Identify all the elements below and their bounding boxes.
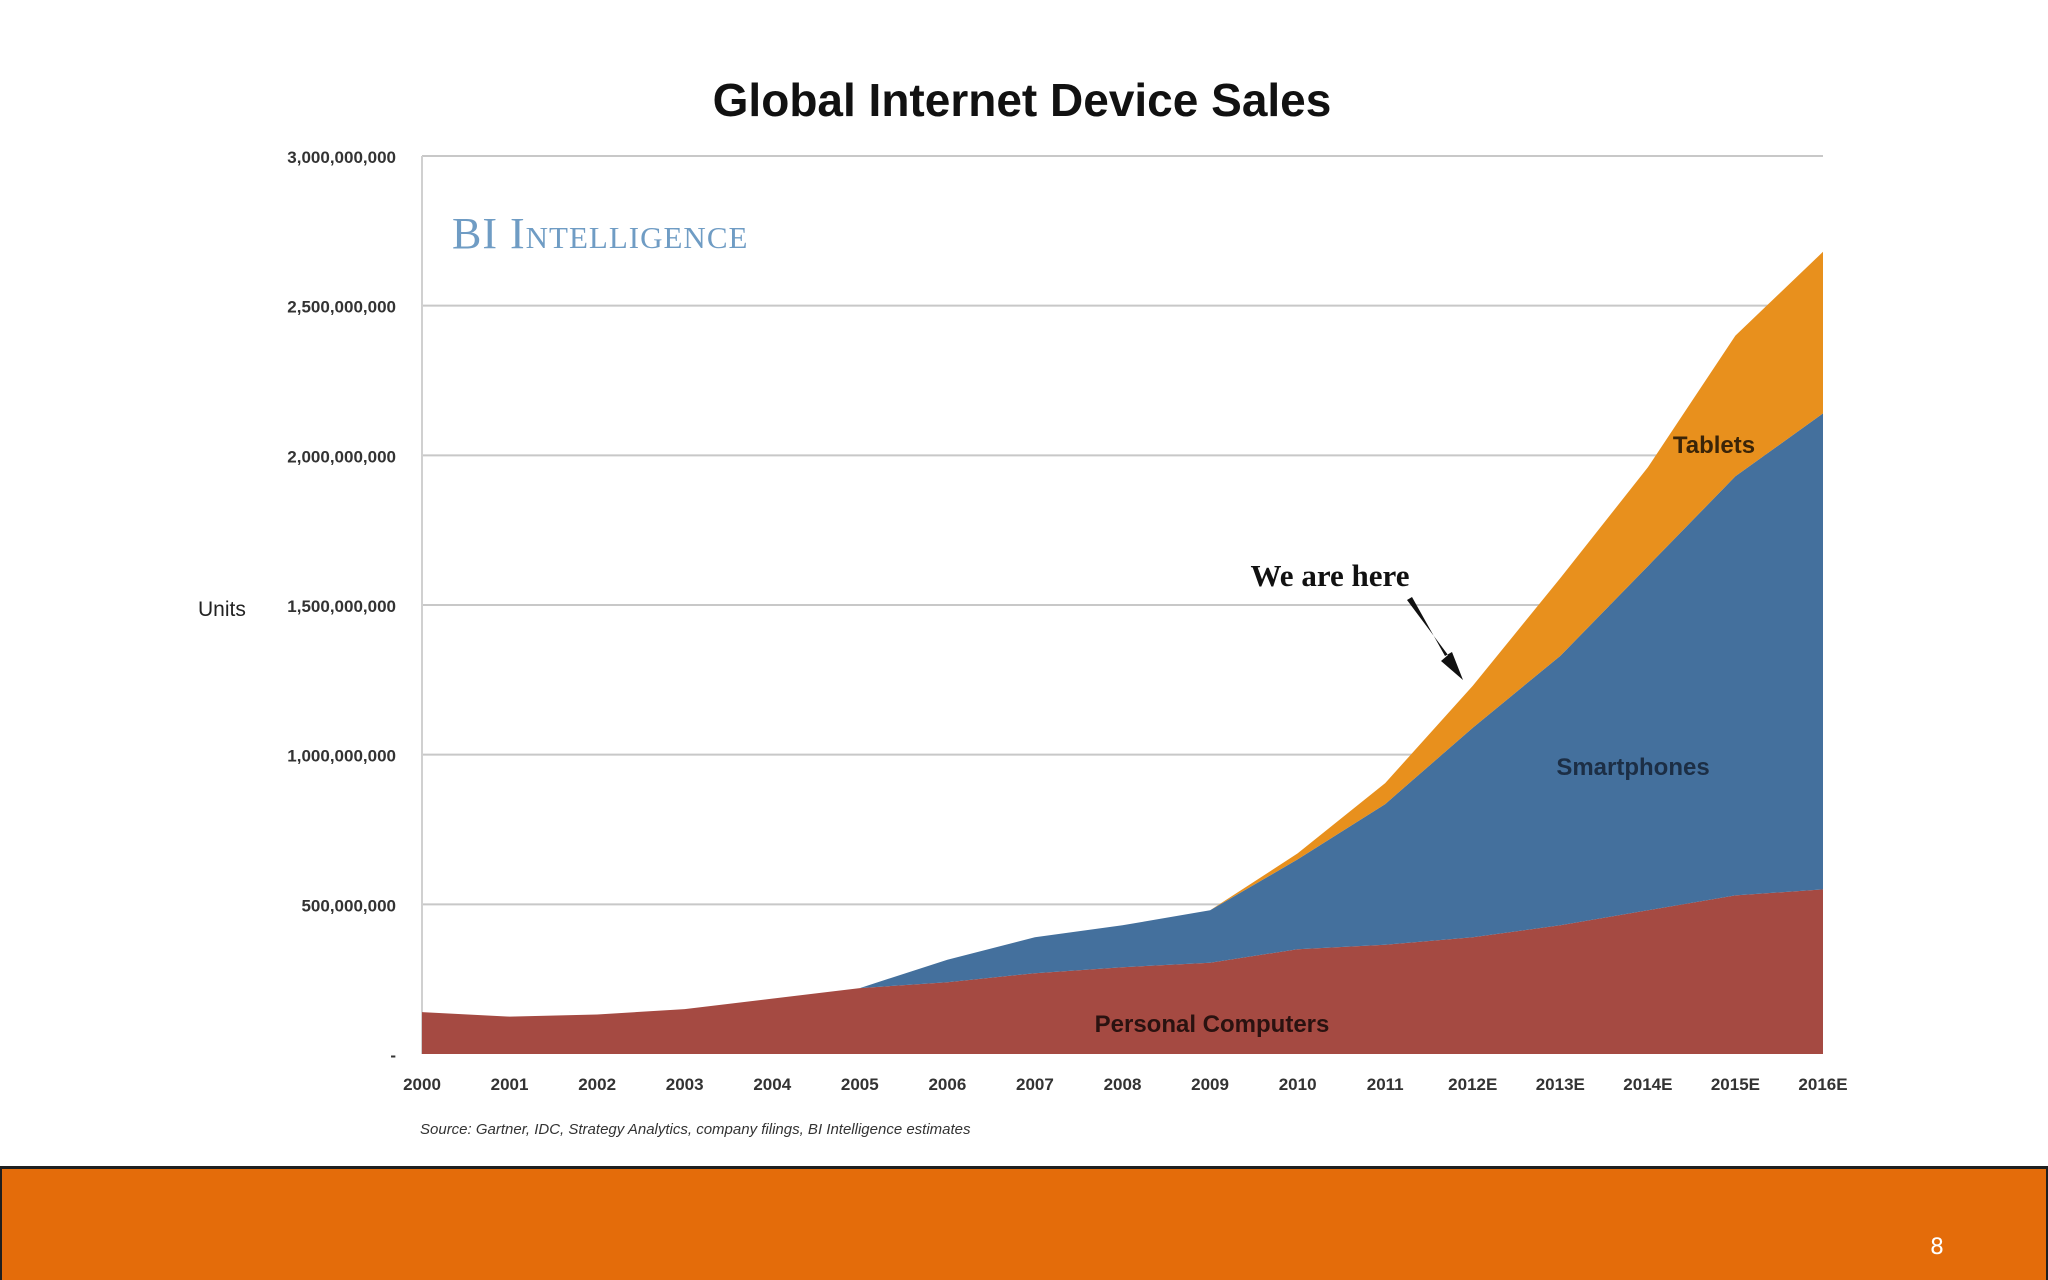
y-tick-label: 1,500,000,000 [287, 597, 396, 616]
series-labels: Personal Computers Smartphones Tablets [1095, 432, 1755, 1038]
x-tick-label: 2005 [841, 1075, 879, 1094]
y-tick-labels: - 500,000,000 1,000,000,000 1,500,000,000 2,… [287, 148, 396, 1065]
x-tick-label: 2004 [753, 1075, 791, 1094]
x-tick-label: 2006 [928, 1075, 966, 1094]
area-personal-computers [422, 889, 1823, 1054]
y-tick-label: 500,000,000 [301, 896, 396, 915]
grid-layer [421, 155, 1823, 1054]
x-tick-label: 2003 [666, 1075, 704, 1094]
x-tick-label: 2015E [1711, 1075, 1760, 1094]
x-tick-label: 2007 [1016, 1075, 1054, 1094]
annotation-text: We are here [1251, 558, 1410, 593]
annotation-arrow [1407, 597, 1463, 680]
area-chart: Global Internet Device Sales BI Intellig… [198, 74, 1848, 1138]
y-tick-label: - [390, 1046, 396, 1065]
series-label: Personal Computers [1095, 1011, 1330, 1038]
x-tick-label: 2014E [1623, 1075, 1672, 1094]
watermark-logo: BI Intelligence [452, 209, 748, 258]
y-tick-label: 3,000,000,000 [287, 148, 396, 167]
x-tick-label: 2010 [1279, 1075, 1317, 1094]
y-tick-label: 2,500,000,000 [287, 298, 396, 317]
x-tick-label: 2011 [1367, 1075, 1404, 1094]
x-tick-label: 2009 [1191, 1075, 1229, 1094]
x-tick-label: 2016E [1798, 1075, 1847, 1094]
page-number: 8 [1930, 1235, 1944, 1260]
area-tablets [422, 251, 1823, 1017]
series-label: Smartphones [1556, 754, 1709, 781]
chart-title: Global Internet Device Sales [713, 74, 1332, 126]
x-tick-label: 2001 [491, 1075, 529, 1094]
x-tick-label: 2012E [1448, 1075, 1497, 1094]
x-tick-label: 2002 [578, 1075, 616, 1094]
x-tick-label: 2013E [1536, 1075, 1585, 1094]
x-tick-label: 2000 [403, 1075, 441, 1094]
source-note: Source: Gartner, IDC, Strategy Analytics… [420, 1121, 971, 1138]
area-smartphones [422, 413, 1823, 1017]
y-tick-label: 2,000,000,000 [287, 447, 396, 466]
x-tick-label: 2008 [1104, 1075, 1142, 1094]
y-tick-label: 1,000,000,000 [287, 747, 396, 766]
area-layer [422, 251, 1823, 1054]
y-axis-label: Units [198, 598, 246, 621]
footer-bar: 8 [0, 1166, 2048, 1280]
series-label: Tablets [1673, 432, 1755, 459]
x-tick-labels: 2000 2001 2002 2003 2004 2005 2006 2007 2008 2009… [403, 1075, 1848, 1094]
